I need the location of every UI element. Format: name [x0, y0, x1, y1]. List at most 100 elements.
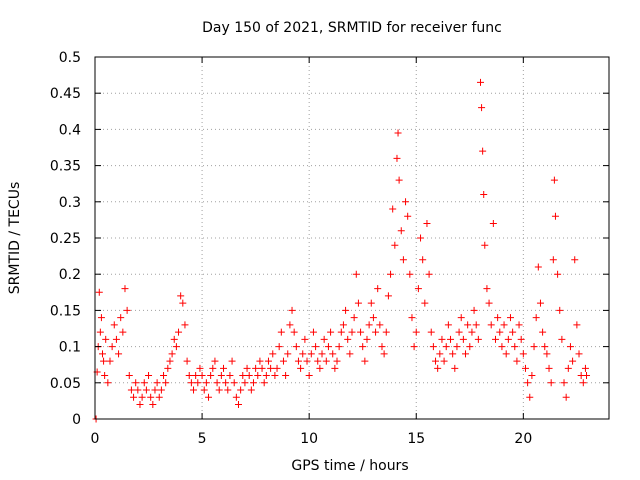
data-point: [560, 379, 568, 387]
data-point: [166, 357, 174, 365]
data-point: [479, 147, 487, 155]
data-point: [125, 372, 133, 380]
data-point: [474, 335, 482, 343]
data-point: [485, 299, 493, 307]
data-point: [290, 328, 298, 336]
data-point: [440, 357, 448, 365]
data-point: [101, 372, 109, 380]
data-point: [500, 321, 508, 329]
data-point: [395, 176, 403, 184]
data-point: [551, 212, 559, 220]
data-point: [402, 198, 410, 206]
data-point: [303, 357, 311, 365]
data-point: [205, 393, 213, 401]
data-point: [284, 350, 292, 358]
data-point: [487, 321, 495, 329]
data-point: [369, 314, 377, 322]
data-point: [583, 372, 591, 380]
data-point: [498, 343, 506, 351]
data-point: [100, 357, 108, 365]
data-point: [562, 393, 570, 401]
data-point: [243, 364, 251, 372]
data-point: [95, 288, 103, 296]
y-tick-label: 0.5: [59, 50, 81, 66]
data-point: [177, 292, 185, 300]
data-point: [294, 357, 302, 365]
data-point: [104, 379, 112, 387]
data-point: [215, 386, 223, 394]
data-point: [436, 350, 444, 358]
points-layer: [92, 78, 591, 423]
data-point: [359, 343, 367, 351]
data-point: [354, 299, 362, 307]
data-point: [108, 343, 116, 351]
data-point: [394, 129, 402, 137]
data-point: [389, 205, 397, 213]
data-point: [115, 350, 123, 358]
y-tick-label: 0.25: [50, 231, 81, 247]
data-point: [252, 364, 260, 372]
data-point: [329, 350, 337, 358]
data-point: [127, 386, 135, 394]
data-point: [331, 364, 339, 372]
data-point: [333, 357, 341, 365]
data-point: [453, 343, 461, 351]
data-point: [579, 379, 587, 387]
data-point: [414, 285, 422, 293]
data-point: [372, 328, 380, 336]
data-point: [412, 328, 420, 336]
data-point: [472, 321, 480, 329]
data-point: [342, 306, 350, 314]
data-point: [451, 364, 459, 372]
data-point: [399, 256, 407, 264]
data-point: [185, 372, 193, 380]
data-point: [378, 343, 386, 351]
data-point: [245, 372, 253, 380]
data-point: [496, 328, 504, 336]
y-axis-label: SRMTID / TECUs: [7, 182, 23, 295]
data-point: [181, 321, 189, 329]
data-point: [136, 401, 144, 409]
data-point: [337, 328, 345, 336]
data-point: [425, 270, 433, 278]
data-point: [491, 335, 499, 343]
data-point: [494, 314, 502, 322]
data-point: [249, 379, 257, 387]
data-point: [286, 321, 294, 329]
data-point: [350, 314, 358, 322]
data-point: [267, 364, 275, 372]
data-point: [96, 328, 104, 336]
data-point: [237, 386, 245, 394]
data-point: [346, 350, 354, 358]
data-point: [376, 321, 384, 329]
data-point: [429, 343, 437, 351]
data-point: [327, 328, 335, 336]
y-tick-label: 0.15: [50, 303, 81, 319]
data-point: [117, 314, 125, 322]
data-point: [140, 379, 148, 387]
data-point: [211, 357, 219, 365]
data-point: [98, 350, 106, 358]
data-point: [241, 379, 249, 387]
data-point: [521, 364, 529, 372]
data-point: [550, 176, 558, 184]
x-tick-label: 0: [91, 431, 100, 447]
data-point: [147, 393, 155, 401]
data-point: [97, 314, 105, 322]
data-point: [363, 335, 371, 343]
y-tick-label: 0.45: [50, 86, 81, 102]
data-point: [444, 321, 452, 329]
y-tick-label: 0: [72, 412, 81, 428]
data-point: [256, 357, 264, 365]
data-point: [547, 379, 555, 387]
data-point: [530, 343, 538, 351]
data-point: [513, 357, 521, 365]
data-point: [145, 372, 153, 380]
data-point: [179, 299, 187, 307]
data-point: [517, 335, 525, 343]
data-point: [380, 350, 388, 358]
data-point: [539, 328, 547, 336]
data-point: [157, 386, 165, 394]
data-point: [220, 364, 227, 372]
data-point: [213, 379, 221, 387]
